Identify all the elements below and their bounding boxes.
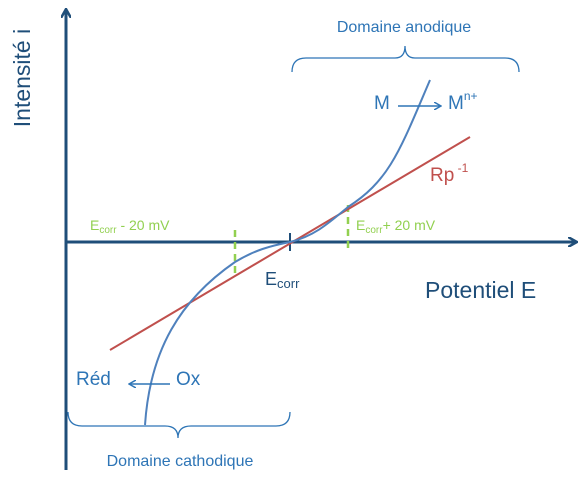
ion-base: M: [448, 93, 464, 114]
cathodic-label: Domaine cathodique: [107, 453, 254, 470]
ion-label: Mn+: [448, 89, 478, 114]
em-sub: corr: [99, 225, 117, 236]
em-rest: - 20 mV: [117, 217, 171, 233]
ecorr-base: E: [265, 269, 277, 289]
red-label: Réd: [76, 369, 111, 390]
ecorr-plus-label: Ecorr+ 20 mV: [356, 217, 436, 236]
x-axis-label: Potentiel E: [425, 277, 536, 303]
ion-sup: n+: [464, 89, 478, 103]
rp-label: Rp -1: [430, 161, 469, 186]
anodic-brace: [291, 45, 520, 73]
anodic-label: Domaine anodique: [337, 19, 471, 36]
y-axis-label: Intensité i: [9, 29, 35, 127]
ep-sub: corr: [365, 225, 383, 236]
ep-base: E: [356, 217, 365, 233]
ecorr-label: Ecorr: [265, 269, 300, 292]
rp-base: Rp: [430, 165, 454, 186]
ox-label: Ox: [176, 369, 201, 390]
ecorr-minus-label: Ecorr - 20 mV: [90, 217, 170, 236]
ecorr-sub: corr: [277, 276, 300, 291]
em-base: E: [90, 217, 99, 233]
rp-sup: -1: [454, 161, 468, 175]
cathodic-brace: [67, 411, 291, 439]
rp-line: [109, 136, 471, 351]
ep-rest: + 20 mV: [383, 217, 436, 233]
polarization-curve: [144, 79, 431, 426]
metal-label: M: [374, 93, 390, 114]
